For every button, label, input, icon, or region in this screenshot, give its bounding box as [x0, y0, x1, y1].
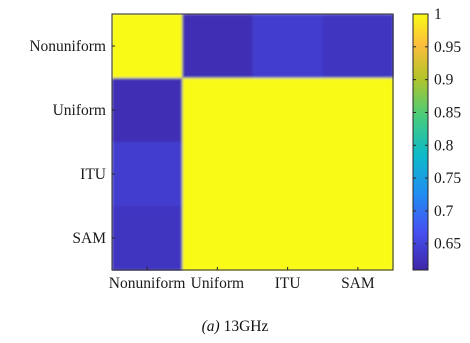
heatmap-cell — [252, 142, 324, 207]
caption-text: 13GHz — [219, 318, 269, 335]
heatmap-cell — [182, 78, 254, 143]
heatmap-cell — [112, 78, 183, 143]
y-tick-label: Nonuniform — [29, 38, 106, 55]
x-tick-label: SAM — [341, 275, 375, 292]
colorbar-tick-label: 0.7 — [434, 203, 454, 220]
y-tick-label: ITU — [80, 166, 106, 183]
heatmap-cell — [322, 206, 394, 271]
colorbar-tick-label: 0.75 — [434, 170, 461, 187]
figure-caption: (a) 13GHz — [0, 318, 470, 336]
colorbar-ticks: 0.65 0.7 0.75 0.8 0.85 0.9 0.95 1 — [413, 6, 461, 253]
heatmap-cells — [112, 14, 394, 271]
colorbar-tick-label: 0.85 — [434, 104, 461, 121]
heatmap-cell — [252, 14, 324, 79]
y-tick-label: Uniform — [53, 102, 106, 119]
colorbar-tick-label: 1 — [434, 6, 442, 23]
heatmap-cell — [322, 14, 394, 79]
colorbar-tick-label: 0.9 — [434, 72, 454, 89]
heatmap-cell — [252, 78, 324, 143]
heatmap-cell — [112, 14, 183, 79]
colorbar — [412, 13, 429, 271]
x-axis-ticks: Nonuniform Uniform ITU SAM — [109, 267, 375, 292]
caption-label: (a) — [201, 318, 220, 335]
plot-frame — [111, 13, 394, 271]
x-tick-label: Nonuniform — [109, 275, 186, 292]
heatmap-cell — [322, 142, 394, 207]
colorbar-tick-label: 0.8 — [434, 137, 454, 154]
x-tick-label: Uniform — [191, 275, 244, 292]
y-tick-label: SAM — [72, 230, 106, 247]
heatmap-cell — [182, 142, 254, 207]
y-axis-ticks: Nonuniform Uniform ITU SAM — [29, 38, 115, 247]
colorbar-tick-label: 0.65 — [434, 236, 461, 253]
colorbar-tick-label: 0.95 — [434, 39, 461, 56]
heatmap-cell — [322, 78, 394, 143]
heatmap-cell — [182, 14, 254, 79]
heatmap-cell — [112, 206, 183, 271]
heatmap-cell — [112, 142, 183, 207]
x-tick-label: ITU — [275, 275, 301, 292]
heatmap-cell — [182, 206, 254, 271]
heatmap-cell — [252, 206, 324, 271]
